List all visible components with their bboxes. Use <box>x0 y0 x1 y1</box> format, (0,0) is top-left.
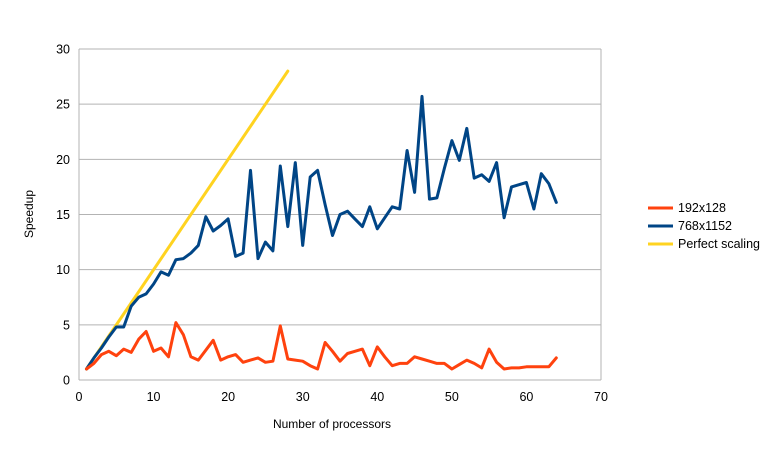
y-tick-label: 30 <box>56 43 70 57</box>
gridlines <box>79 48 601 326</box>
y-tick-label: 15 <box>56 208 70 222</box>
series-line-192x128 <box>85 321 558 371</box>
x-tick-label: 20 <box>221 390 235 404</box>
axes <box>78 49 602 381</box>
y-tick-label: 5 <box>63 318 70 332</box>
x-tick-label: 60 <box>519 390 533 404</box>
y-tick-label: 10 <box>56 263 70 277</box>
legend-item: 192x128 <box>648 201 726 215</box>
legend-label: 192x128 <box>678 201 726 215</box>
x-axis-title: Number of processors <box>273 417 391 431</box>
x-tick-label: 30 <box>296 390 310 404</box>
legend-label: Perfect scaling <box>678 237 760 251</box>
legend-label: 768x1152 <box>678 219 732 233</box>
x-tick-label: 10 <box>147 390 161 404</box>
legend: 192x128 768x1152 Perfect scaling <box>648 201 760 251</box>
y-tick-label: 25 <box>56 98 70 112</box>
x-tick-label: 40 <box>370 390 384 404</box>
legend-item: Perfect scaling <box>648 237 760 251</box>
x-tick-label: 0 <box>76 390 83 404</box>
y-axis-title: Speedup <box>22 190 36 238</box>
series-line-perfect-scaling <box>85 69 290 371</box>
x-tick-label: 70 <box>594 390 608 404</box>
legend-item: 768x1152 <box>648 219 732 233</box>
series-line-768x1152 <box>85 94 558 371</box>
y-tick-labels: 0 5 10 15 20 25 30 <box>56 43 70 388</box>
y-tick-label: 0 <box>63 374 70 388</box>
x-tick-labels: 0 10 20 30 40 50 60 70 <box>76 390 608 404</box>
x-tick-label: 50 <box>445 390 459 404</box>
y-tick-label: 20 <box>56 153 70 167</box>
series-lines <box>85 69 558 371</box>
